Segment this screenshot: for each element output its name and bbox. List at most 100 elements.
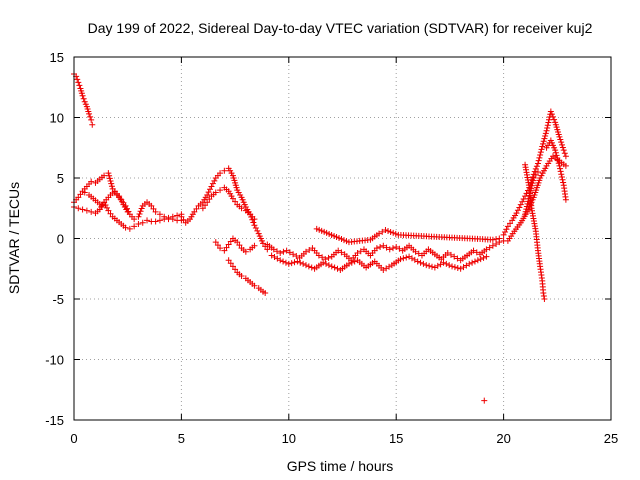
data-point-lower-arc [221, 247, 228, 254]
data-point-midday-band-lower [471, 258, 478, 265]
data-point-morning-peak [250, 219, 257, 226]
axis-ticks: 0 5 10 15 20 25 -15 -10 -5 0 5 10 15 [45, 50, 618, 446]
data-point-early-band-lower [161, 216, 168, 223]
data-point-midday-band [270, 246, 277, 253]
data-point-early-band-upper [105, 170, 112, 177]
data-point-morning-peak-lower [251, 216, 258, 223]
data-point-evening-rise [550, 113, 557, 120]
data-point-descending-tail [238, 273, 245, 280]
data-point-morning-peak-lower [199, 205, 206, 212]
data-point-evening-rise [559, 144, 566, 151]
data-point-evening-rise [537, 152, 544, 159]
data-point-lower-arc [242, 248, 249, 255]
data-point-midday-band-lower [474, 257, 481, 264]
data-point-midday-band [325, 254, 332, 261]
y-tick-label: 0 [57, 232, 64, 247]
data-point-evening-spur [523, 203, 530, 210]
data-point-early-band-lower [169, 216, 176, 223]
data-point-midday-band [389, 245, 396, 252]
data-point-evening-rise-lower [562, 162, 569, 169]
data-point-scattered-upper [382, 227, 389, 234]
data-point-evening-rise [516, 204, 523, 211]
data-point-midday-band [447, 251, 454, 258]
data-point-midday-band [383, 244, 390, 251]
data-point-evening-rise [539, 143, 546, 150]
data-point-midday-band-lower [480, 254, 487, 261]
data-point-midday-band-lower [417, 259, 424, 266]
data-point-midday-band-lower [300, 260, 307, 267]
data-point-midday-band-lower [294, 258, 301, 265]
data-point-early-band-upper [138, 205, 145, 212]
data-point-morning-peak-lower [206, 196, 213, 203]
data-point-evening-spur [523, 206, 530, 213]
data-point-midday-band-lower [400, 255, 407, 262]
data-point-midday-band-lower [397, 256, 404, 263]
data-point-midday-band [451, 253, 458, 260]
data-point-midday-band-lower [454, 264, 461, 271]
data-point-scattered-upper [379, 228, 386, 235]
data-point-lower-arc [217, 245, 224, 252]
data-point-early-band-upper [152, 208, 159, 215]
data-point-midday-band [338, 249, 345, 256]
data-point-midday-band-lower [334, 265, 341, 272]
data-point-evening-rise [517, 201, 524, 208]
data-point-early-band-lower [165, 214, 172, 221]
data-point-early-band-lower [126, 225, 133, 232]
data-point-morning-peak [260, 240, 267, 247]
data-point-evening-rise [543, 127, 550, 134]
data-point-early-band-lower [75, 205, 82, 212]
data-point-early-band-upper [148, 202, 155, 209]
data-point-morning-peak-lower [217, 187, 224, 194]
data-point-midday-band-lower [420, 260, 427, 267]
data-point-evening-rise [513, 210, 520, 217]
data-point-start-descent [89, 121, 96, 128]
data-point-scattered-upper [387, 228, 394, 235]
data-point-early-band-upper [108, 183, 115, 190]
data-point-early-band-upper [101, 172, 108, 179]
data-point-early-band-lower [156, 217, 163, 224]
data-point-evening-rise [500, 231, 507, 238]
data-point-evening-rise [514, 207, 521, 214]
data-point-early-band-lower [83, 207, 90, 214]
data-point-early-band-lower [144, 217, 151, 224]
data-point-midday-band-lower [323, 260, 330, 267]
data-point-midday-band [354, 250, 361, 257]
data-point-early-loop [101, 199, 108, 206]
data-point-evening-right-drop [557, 165, 564, 172]
data-point-lower-arc [223, 244, 230, 251]
data-point-early-band-upper [108, 180, 115, 187]
data-point-evening-rise [539, 140, 546, 147]
data-point-midday-band-lower [446, 262, 453, 269]
data-point-midday-band [489, 242, 496, 249]
data-point-start-descent [75, 79, 82, 86]
data-point-evening-right-drop [558, 171, 565, 178]
data-point-descending-tail [229, 263, 236, 270]
data-point-lower-arc [234, 239, 241, 246]
data-point-evening-rise [504, 223, 511, 230]
data-point-midday-band-lower [328, 263, 335, 270]
data-point-midday-band [277, 250, 284, 257]
x-tick-label: 20 [496, 431, 510, 446]
y-axis-title: SDTVAR / TECUs [6, 182, 22, 294]
data-point-midday-band-lower [277, 257, 284, 264]
data-point-evening-right-drop [560, 179, 567, 186]
data-point-morning-peak [252, 225, 259, 232]
data-point-midday-band-lower [403, 254, 410, 261]
data-point-evening-rise [560, 147, 567, 154]
data-point-early-band-upper [131, 216, 138, 223]
data-point-midday-band-lower [320, 259, 327, 266]
data-point-midday-band-lower [426, 262, 433, 269]
data-point-evening-rise [548, 111, 555, 118]
data-point-evening-right-drop [553, 152, 560, 159]
data-point-midday-band-lower [282, 259, 289, 266]
data-point-midday-band [486, 244, 493, 251]
data-point-early-band-upper [156, 211, 163, 218]
data-point-evening-right-drop [555, 160, 562, 167]
data-point-midday-band-lower [345, 260, 352, 267]
y-tick-label: 5 [57, 171, 64, 186]
data-point-early-band-upper [137, 208, 144, 215]
data-point-evening-right-drop [562, 196, 569, 203]
data-point-evening-spur [530, 175, 537, 181]
data-point-midday-band-lower [305, 263, 312, 270]
data-point-evening-spur [532, 171, 539, 178]
